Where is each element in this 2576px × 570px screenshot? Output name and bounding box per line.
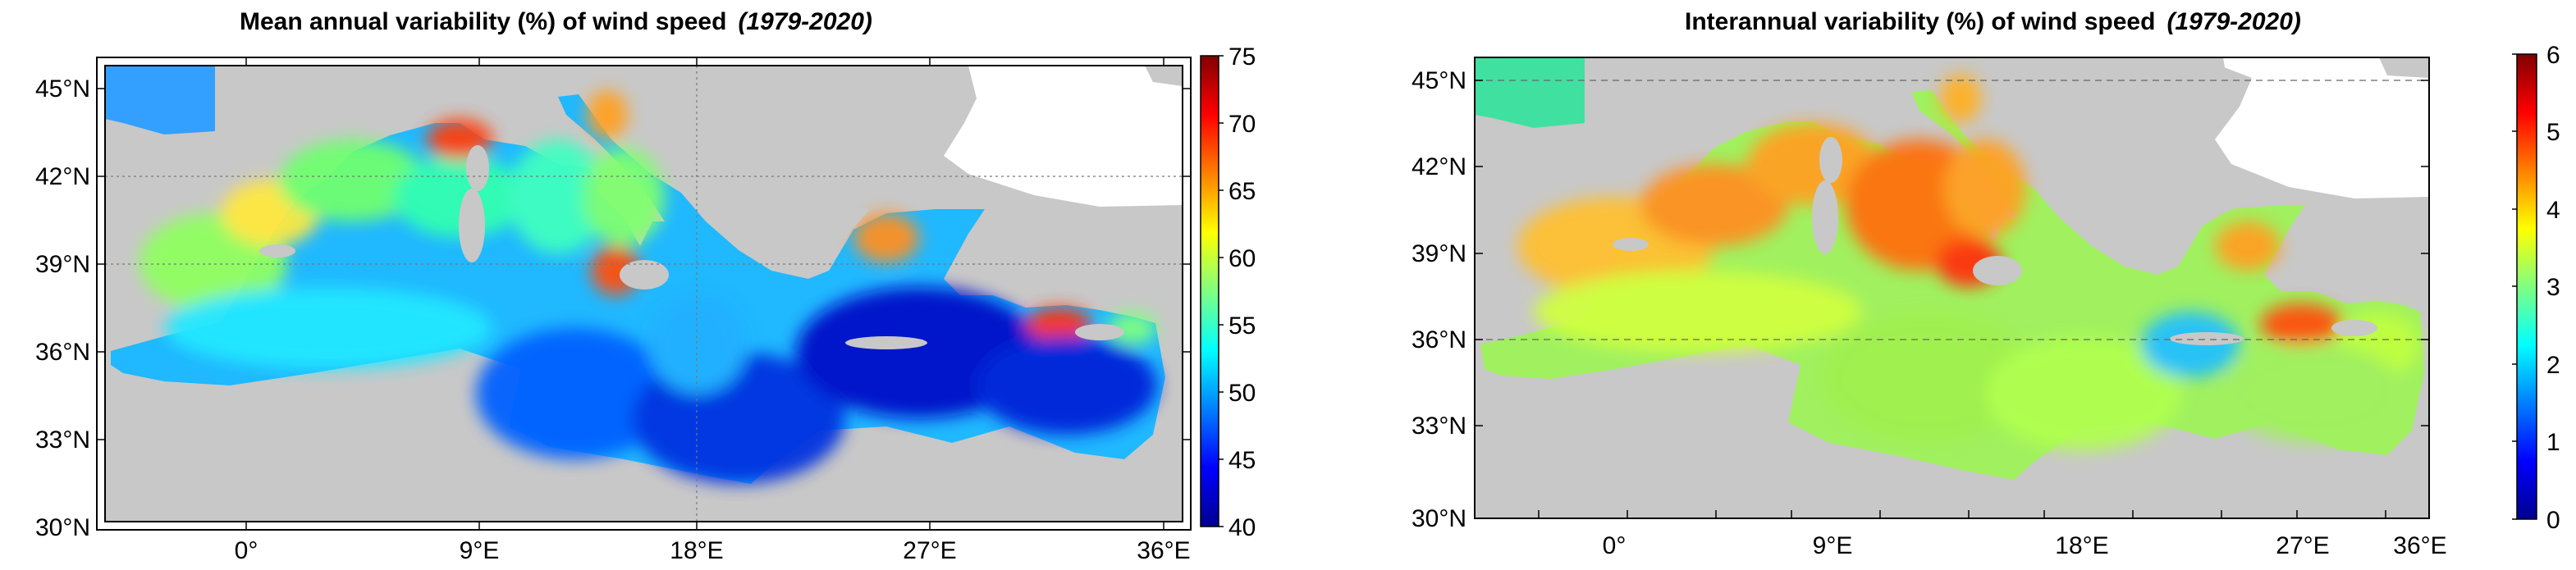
right-colorbar-tick: 0 — [2546, 507, 2560, 534]
left-lon-label: 18°E — [670, 537, 723, 564]
right-colorbar-tick: 1 — [2546, 429, 2560, 456]
left-islands — [259, 66, 1124, 349]
right-lat-label: 33°N — [1412, 413, 1466, 440]
right-map-title-text: Interannual variability (%) of wind spee… — [1685, 8, 2156, 35]
left-land-crimea — [1145, 66, 1183, 86]
right-colorbar: 6 5 4 3 2 1 0 — [2512, 42, 2560, 534]
left-map-figure: 45°N 42°N 39°N 36°N 33°N 30°N 0° 9°E 18°… — [35, 43, 1256, 564]
right-sea-gradient — [1517, 74, 2420, 451]
left-map-frame — [96, 57, 1192, 531]
right-colorbar-tick: 6 — [2546, 42, 2560, 69]
left-colorbar-tick: 60 — [1229, 245, 1256, 272]
right-colorbar-tick: 2 — [2546, 352, 2560, 379]
right-lon-label: 9°E — [1813, 532, 1853, 559]
left-lat-label: 36°N — [35, 339, 90, 366]
left-map-panel: Mean annual variability (%) of wind spee… — [35, 8, 1256, 564]
right-lat-label: 30°N — [1412, 505, 1466, 532]
left-map-title: Mean annual variability (%) of wind spee… — [240, 8, 872, 36]
left-colorbar-tick: 65 — [1229, 178, 1256, 205]
right-land-crimea — [2379, 57, 2429, 78]
left-lat-label: 45°N — [35, 75, 90, 103]
right-colorbar-tick: 3 — [2546, 274, 2560, 301]
right-graticule — [1475, 80, 2429, 340]
left-outside-domain-ne — [944, 66, 1183, 207]
left-colorbar-tick: 55 — [1229, 312, 1256, 340]
left-sea-gradient — [140, 90, 1157, 484]
right-lon-label: 27°E — [2276, 532, 2329, 559]
right-lat-label: 36°N — [1412, 326, 1466, 353]
left-graticule — [105, 66, 1183, 522]
left-lon-label: 27°E — [903, 537, 956, 564]
right-colorbar-tick: 5 — [2546, 119, 2560, 146]
left-lon-label: 9°E — [460, 537, 500, 564]
right-map-figure: 45°N 42°N 39°N 36°N 33°N 30°N 0° 9°E 18°… — [1412, 42, 2560, 559]
left-lat-label: 30°N — [35, 514, 90, 541]
left-colorbar-tick: 75 — [1229, 43, 1256, 71]
left-lat-label: 33°N — [35, 426, 90, 454]
right-islands — [1613, 57, 2377, 345]
right-map-panel: Interannual variability (%) of wind spee… — [1288, 0, 2576, 570]
left-colorbar-tick: 40 — [1229, 514, 1256, 541]
right-colorbar-tick: 4 — [2546, 197, 2560, 224]
left-lon-label: 0° — [235, 537, 259, 564]
right-lat-label: 42°N — [1412, 153, 1466, 180]
left-colorbar-tick: 70 — [1229, 111, 1256, 138]
right-map-title: Interannual variability (%) of wind spee… — [1685, 8, 2301, 36]
left-colorbar-tick: 45 — [1229, 447, 1256, 474]
right-outside-domain-ne — [2199, 57, 2429, 198]
left-lon-label: 36°E — [1137, 537, 1190, 564]
left-lat-label: 42°N — [35, 163, 90, 190]
left-map-title-text: Mean annual variability (%) of wind spee… — [240, 8, 727, 35]
right-lon-label: 18°E — [2055, 532, 2108, 559]
left-colorbar-tick: 50 — [1229, 380, 1256, 407]
right-map-frame — [1474, 57, 2430, 519]
right-lat-label: 39°N — [1412, 240, 1466, 267]
right-map-title-period: (1979-2020) — [2166, 8, 2301, 35]
left-lat-label: 39°N — [35, 251, 90, 278]
right-lon-label: 36°E — [2393, 532, 2446, 559]
right-lat-label: 45°N — [1412, 67, 1466, 94]
left-map-title-period: (1979-2020) — [738, 8, 872, 35]
left-colorbar: 75 70 65 60 55 50 45 40 — [1200, 43, 1256, 541]
right-lon-label: 0° — [1603, 532, 1627, 559]
